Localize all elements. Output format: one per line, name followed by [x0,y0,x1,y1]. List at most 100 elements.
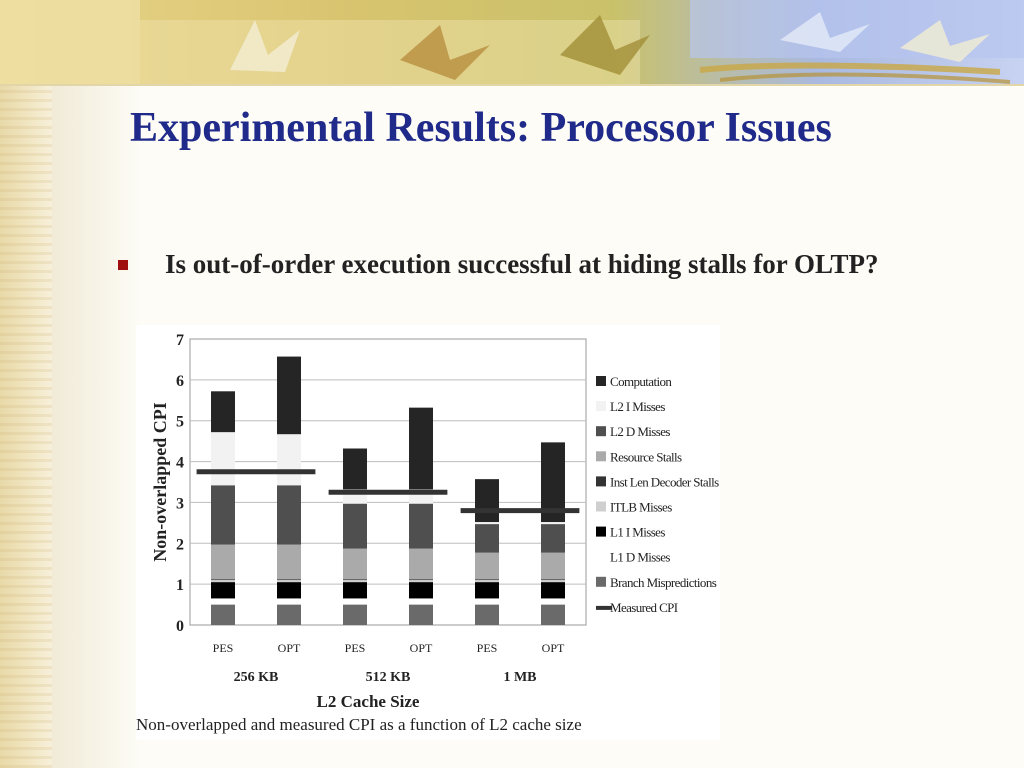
legend-swatch [596,551,606,562]
bar-segment [541,580,565,583]
legend-label: L2 I Misses [610,399,665,414]
bar-segment [277,544,301,580]
bar-segment [343,579,367,581]
bar-segment [343,582,367,599]
legend-swatch [596,426,606,437]
chart-caption: Non-overlapped and measured CPI as a fun… [136,715,582,734]
bar-segment [541,582,565,599]
x-tick-label: PES [213,641,234,655]
bar-segment [211,580,235,583]
bar-segment [211,579,235,581]
bar-segment [541,579,565,581]
bar-segment [277,582,301,599]
legend-swatch [596,401,606,412]
legend-label: Inst Len Decoder Stalls [610,474,719,489]
stacked-bar-chart: 0 1 2 3 4 5 6 7 PES OPT PES OPT PES OPT 256 KB 512 KB 1 … [136,332,720,734]
bar-segment [475,479,499,523]
bar-segment [343,448,367,490]
bar-segment [475,604,499,625]
legend-label: Branch Mispredictions [610,575,717,590]
bar-segment [211,582,235,599]
bar-segment [277,485,301,545]
chart-panel: 0 1 2 3 4 5 6 7 PES OPT PES OPT PES OPT 256 KB 512 KB 1 … [136,325,720,740]
x-axis-title: L2 Cache Size [317,692,420,711]
bar-segment [277,580,301,583]
decorative-banner [0,0,1024,86]
bar-segment [343,598,367,605]
y-tick-label: 5 [176,414,184,431]
y-tick-label: 3 [176,495,184,512]
x-tick-label: PES [345,641,366,655]
y-tick-label: 6 [176,373,184,390]
legend-label: ITLB Misses [610,500,672,515]
slide-left-shade [52,85,142,768]
legend-label: Resource Stalls [610,449,682,464]
y-tick-label: 2 [176,536,184,553]
bar-segment [343,503,367,549]
bar-segment [211,598,235,605]
bar-segment [211,604,235,625]
bar-segment [277,434,301,486]
y-tick-label: 0 [176,618,184,635]
legend-label: L2 D Misses [610,424,670,439]
bar-segment [409,604,433,625]
bar-segment [475,582,499,599]
bar-segment [277,598,301,605]
bar-segment [475,524,499,553]
leaf-icon [230,12,990,80]
bar-segment [541,524,565,553]
bar-segment [211,391,235,433]
bar-segment [409,579,433,581]
bar-segment [343,548,367,580]
x-tick-label: PES [477,641,498,655]
bullet-square-icon [118,260,128,270]
legend-label: Computation [610,374,672,389]
bar-segment [211,544,235,580]
legend-swatch [596,576,606,587]
bar-segment [541,598,565,605]
bar-segment [409,580,433,583]
x-tick-label: OPT [278,641,301,655]
bar-segment [409,548,433,580]
legend-swatch [596,451,606,462]
y-tick-label: 7 [176,332,184,349]
legend-label: L1 I Misses [610,525,665,540]
legend-label: Measured CPI [610,600,678,615]
x-tick-label: OPT [542,641,565,655]
bar-segment [541,552,565,580]
slide-title: Experimental Results: Processor Issues [130,105,832,151]
bar-segment [277,579,301,581]
group-label: 256 KB [234,670,279,685]
legend-swatch [596,526,606,537]
legend-swatch [596,476,606,487]
bullet-text: Is out-of-order execution successful at … [165,249,879,279]
group-label: 1 MB [503,670,536,685]
legend-swatch [596,501,606,512]
plot-area [189,338,587,626]
legend-swatch [596,376,606,386]
bar-segment [343,580,367,583]
group-label: 512 KB [366,670,411,685]
bar-segment [475,522,499,525]
bar-segment [541,604,565,625]
bar-segment [475,552,499,580]
bar-segment [475,580,499,583]
x-tick-label: OPT [410,641,433,655]
bar-segment [277,356,301,435]
legend-label: L1 D Misses [610,550,670,565]
bar-segment [409,582,433,599]
bar-segment [343,604,367,625]
slide-left-border [0,0,52,768]
y-axis-title: Non-overlapped CPI [150,402,170,562]
bar-segment [475,598,499,605]
bar-segment [211,432,235,486]
bar-segment [409,407,433,490]
bar-segment [409,598,433,605]
bar-segment [475,579,499,581]
y-tick-label: 4 [176,455,184,472]
bar-segment [541,522,565,525]
y-tick-label: 1 [176,577,184,594]
bar-segment [277,604,301,625]
bar-segment [211,485,235,545]
bar-segment [409,503,433,549]
